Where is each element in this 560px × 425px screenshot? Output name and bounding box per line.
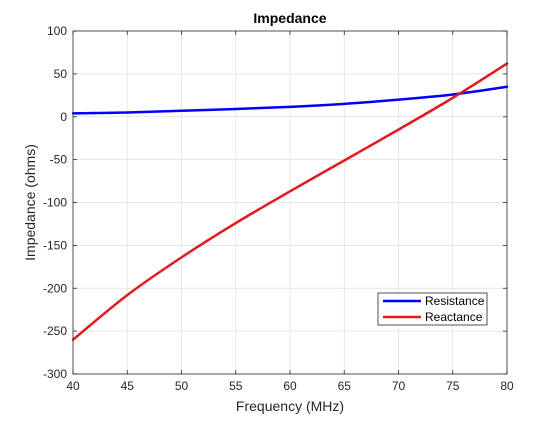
x-tick-label: 45 xyxy=(121,379,135,393)
x-tick-label: 60 xyxy=(283,379,297,393)
x-tick-label: 75 xyxy=(446,379,460,393)
legend: Resistance Reactance xyxy=(377,292,488,326)
y-tick-label: -100 xyxy=(43,196,67,210)
x-tick-label: 70 xyxy=(392,379,406,393)
x-tick-label: 50 xyxy=(175,379,189,393)
series-line-reactance xyxy=(71,62,509,341)
y-tick-label: -150 xyxy=(43,238,67,252)
x-axis-label: Frequency (MHz) xyxy=(236,398,344,414)
y-tick-label: -50 xyxy=(50,153,68,167)
x-tick-label: 55 xyxy=(229,379,243,393)
series-layer xyxy=(71,62,509,341)
y-tick-label: -250 xyxy=(43,324,67,338)
ticks: 40 45 50 55 60 65 70 75 80 100 50 0 -50 -100 -150 -200 -… xyxy=(43,24,514,393)
chart-title: Impedance xyxy=(253,10,326,26)
y-tick-label: 100 xyxy=(47,24,67,38)
x-tick-label: 65 xyxy=(338,379,352,393)
legend-box xyxy=(377,292,488,326)
x-tick-label: 40 xyxy=(66,379,80,393)
series-line-resistance xyxy=(71,85,509,115)
y-tick-label: -200 xyxy=(43,281,67,295)
y-tick-label: 50 xyxy=(54,67,68,81)
legend-label-reactance: Reactance xyxy=(425,310,483,324)
y-axis-label: Impedance (ohms) xyxy=(22,144,38,261)
y-tick-label: -300 xyxy=(43,367,67,381)
y-tick-label: 0 xyxy=(60,110,67,124)
legend-label-resistance: Resistance xyxy=(425,294,485,308)
x-tick-label: 80 xyxy=(500,379,514,393)
